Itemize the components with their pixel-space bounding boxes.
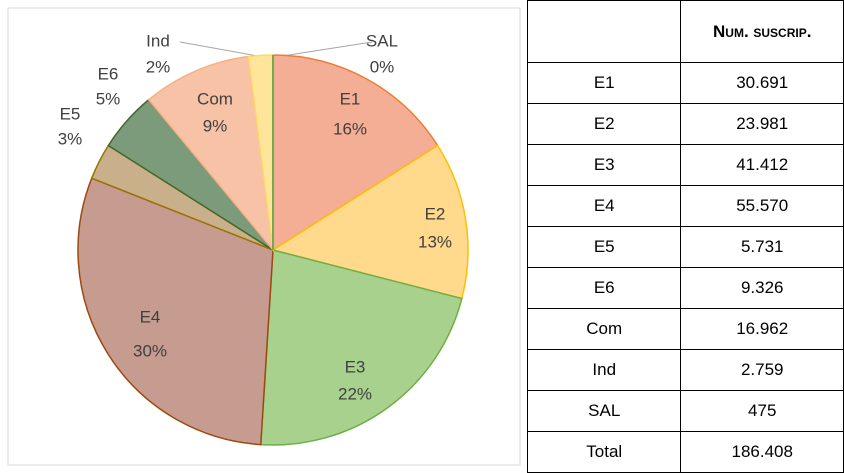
table-row: Total 186.408 [526, 431, 844, 473]
table-cell: 55.570 [680, 185, 844, 227]
slice-label: SAL [366, 31, 398, 50]
table-row: E5 5.731 [526, 226, 844, 268]
table-cell: 16.962 [680, 308, 844, 350]
slice-value-label: 5% [96, 89, 121, 108]
table-row: Com 16.962 [526, 308, 844, 350]
table-cell: E2 [526, 103, 682, 145]
table-cell: SAL [526, 390, 682, 432]
table-row: Ind 2.759 [526, 349, 844, 391]
chart: E1 16% E2 13% E3 22% E4 30% E5 3% E6 5% Com 9% Ind 2% SA… [7, 7, 521, 466]
header-cell [526, 0, 682, 63]
table-cell: Com [526, 308, 682, 350]
table-row: SAL 475 [526, 390, 844, 432]
pie-slice [271, 144, 469, 300]
table-cell: 186.408 [680, 431, 844, 473]
slice-value-label: 2% [146, 57, 171, 76]
slice-value-label: 13% [418, 232, 452, 251]
slice-value-label: 30% [133, 341, 167, 360]
table-cell: E6 [526, 267, 682, 309]
table-cell: Ind [526, 349, 682, 391]
leader-line [275, 41, 373, 58]
pie-slice [77, 177, 274, 446]
table-cell: E4 [526, 185, 682, 227]
table-cell: 475 [680, 390, 844, 432]
slice-label: E3 [345, 357, 366, 376]
slice-label: Ind [146, 31, 170, 50]
table-cell: 23.981 [680, 103, 844, 145]
table-cell: E3 [526, 144, 682, 186]
pie-slice [147, 55, 275, 253]
pie-slice [259, 249, 463, 446]
slice-value-label: 22% [338, 384, 372, 403]
slice-value-label: 0% [370, 57, 395, 76]
table-cell: Total [526, 431, 682, 473]
leader-line [179, 41, 264, 58]
slice-value-label: 3% [58, 129, 83, 148]
table-cell: 30.691 [680, 62, 844, 104]
slice-label: E6 [98, 64, 119, 83]
table-cell: 41.412 [680, 144, 844, 186]
table-cell: 5.731 [680, 226, 844, 268]
slice-label: E2 [425, 204, 446, 223]
table: Num. suscrip. E1 30.691 E2 23.981 E3 41.412 E4 5… [526, 0, 844, 473]
slice-label: Com [197, 89, 233, 108]
table-cell: E5 [526, 226, 682, 268]
table-row: E1 30.691 [526, 62, 844, 104]
slice-label: E1 [340, 89, 361, 108]
slice-label: E5 [60, 104, 81, 123]
header-cell: Num. suscrip. [680, 0, 844, 63]
slice-value-label: 9% [203, 116, 228, 135]
slice-label: E4 [140, 307, 161, 326]
table-row: E6 9.326 [526, 267, 844, 309]
slice-value-label: 16% [333, 119, 367, 138]
table-cell: E1 [526, 62, 682, 104]
table-row: E3 41.412 [526, 144, 844, 186]
table-cell: 2.759 [680, 349, 844, 391]
pie-slice [272, 54, 439, 252]
table-row: E4 55.570 [526, 185, 844, 227]
header-row: Num. suscrip. [526, 0, 844, 63]
table-row: E2 23.981 [526, 103, 844, 145]
table-cell: 9.326 [680, 267, 844, 309]
